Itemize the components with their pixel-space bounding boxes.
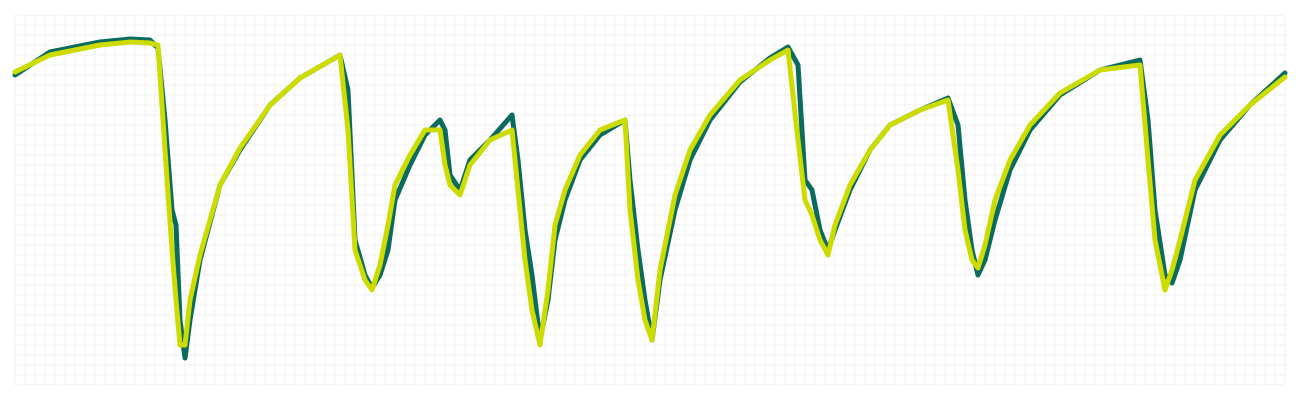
series-line	[12, 39, 1288, 348]
